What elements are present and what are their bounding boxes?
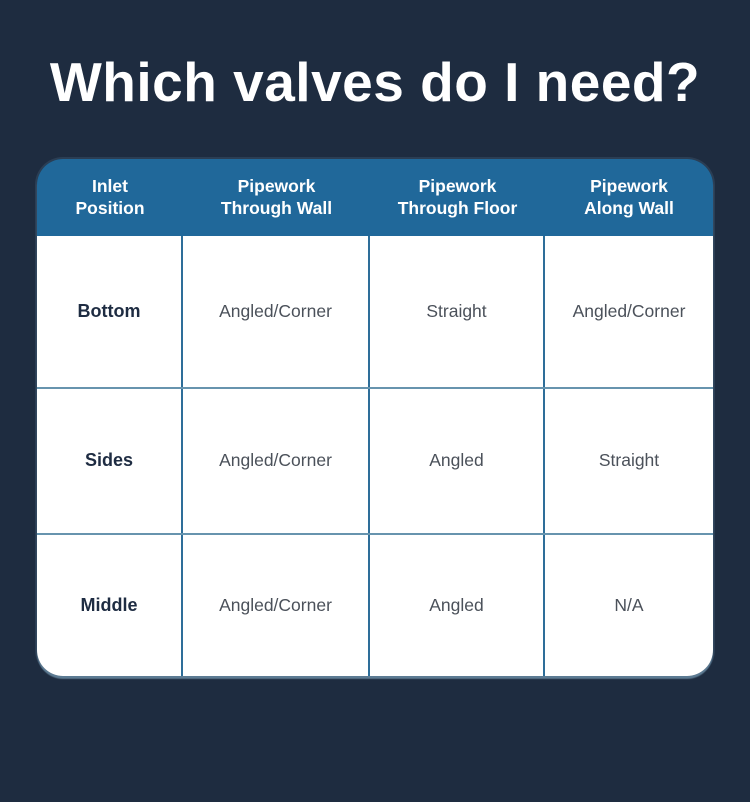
table-cell: Angled/Corner (183, 235, 370, 387)
row-label: Bottom (37, 235, 183, 387)
table-cell: Angled/Corner (572, 300, 686, 321)
column-header-pipework-along-wall: Pipework Along Wall (545, 159, 713, 236)
table-row-bottom: Bottom Angled/Corner Straight Angled/Cor… (37, 235, 713, 387)
column-header-line: Position (75, 198, 145, 218)
row-label: Sides (37, 388, 183, 533)
column-header-pipework-through-floor: Pipework Through Floor (370, 159, 545, 236)
column-header-line: Pipework (237, 175, 316, 196)
table-cell: N/A (614, 594, 644, 615)
table-cell: Angled/Corner (183, 534, 370, 676)
table-row-middle: Middle Angled/Corner Angled N/A (37, 532, 713, 676)
column-header-line: Inlet (92, 175, 128, 196)
table-cell: Angled (370, 388, 545, 533)
column-header-line: Through Wall (220, 198, 333, 218)
table-row-sides: Sides Angled/Corner Angled Straight (37, 386, 713, 533)
column-header-pipework-through-wall: Pipework Through Wall (183, 159, 370, 236)
page-title: Which valves do I need? (49, 51, 701, 113)
valves-table: Inlet Position Pipework Through Wall Pip… (37, 158, 713, 676)
column-header-line: Through Floor (397, 198, 518, 218)
table-cell: Angled (370, 534, 545, 676)
column-header-line: Pipework (418, 175, 497, 196)
table-cell: Angled/Corner (183, 388, 370, 533)
table-cell: Straight (370, 235, 545, 387)
row-label: Middle (37, 534, 183, 676)
column-header-line: Pipework (590, 175, 668, 196)
table-cell: Straight (598, 450, 660, 470)
table-header-row: Inlet Position Pipework Through Wall Pip… (37, 158, 713, 236)
column-header-line: Along Wall (584, 198, 674, 218)
column-header-inlet-position: Inlet Position (37, 159, 183, 236)
